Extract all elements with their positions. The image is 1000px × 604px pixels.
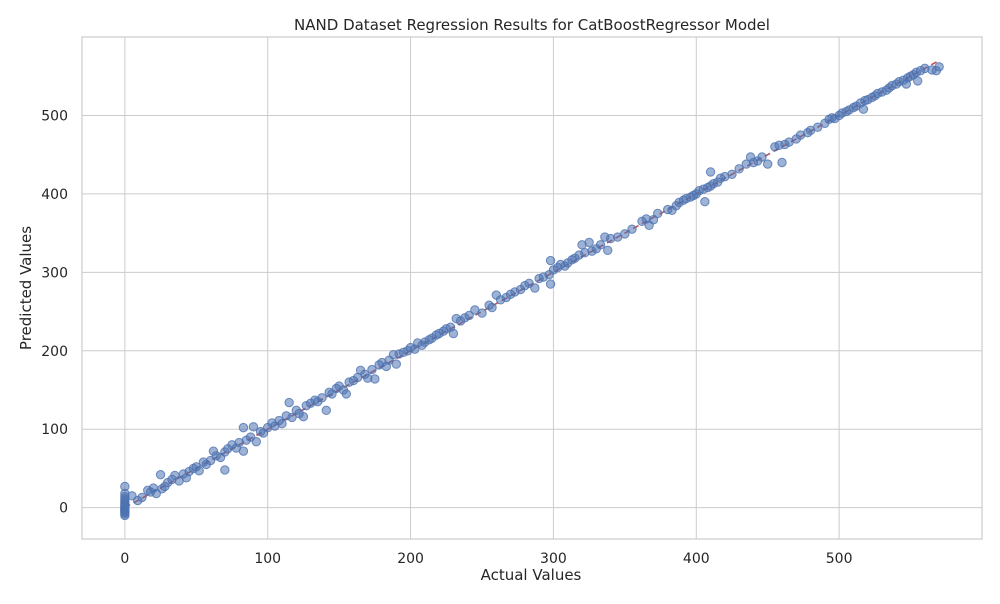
y-tick-labels: 0 100 200 300 400 500 bbox=[41, 108, 68, 516]
points-layer bbox=[120, 62, 944, 521]
data-point bbox=[277, 418, 287, 429]
data-point bbox=[620, 229, 630, 239]
y-tick-label: 500 bbox=[41, 108, 68, 124]
y-tick-label: 200 bbox=[41, 344, 68, 360]
grid bbox=[82, 37, 982, 539]
data-point bbox=[705, 167, 716, 177]
data-point bbox=[194, 466, 204, 476]
data-point bbox=[727, 169, 737, 179]
data-point bbox=[545, 255, 556, 266]
x-tick-label: 200 bbox=[397, 551, 424, 567]
data-point bbox=[287, 412, 297, 423]
data-point bbox=[317, 393, 327, 403]
x-tick-label: 500 bbox=[826, 551, 853, 567]
data-point bbox=[298, 411, 309, 422]
data-point bbox=[367, 364, 377, 375]
data-point bbox=[700, 197, 710, 207]
data-point bbox=[603, 245, 613, 256]
data-point bbox=[464, 310, 474, 321]
data-point bbox=[248, 422, 259, 432]
data-point bbox=[448, 328, 459, 339]
y-tick-label: 300 bbox=[41, 265, 68, 281]
data-point bbox=[813, 122, 823, 132]
data-point bbox=[391, 359, 401, 369]
data-point bbox=[341, 389, 351, 399]
data-point bbox=[757, 152, 767, 162]
data-point bbox=[238, 422, 249, 433]
x-axis-title: Actual Values bbox=[481, 566, 582, 584]
data-point bbox=[858, 104, 869, 114]
data-point bbox=[477, 308, 487, 318]
data-point bbox=[734, 164, 744, 174]
x-tick-label: 400 bbox=[683, 551, 710, 567]
x-tick-label: 0 bbox=[120, 551, 129, 567]
data-point bbox=[648, 215, 659, 225]
data-point bbox=[530, 283, 540, 293]
data-point bbox=[120, 481, 130, 492]
data-point bbox=[137, 492, 147, 503]
x-tick-labels: 0 100 200 300 400 500 bbox=[120, 551, 852, 567]
plot-frame bbox=[81, 36, 983, 540]
data-point bbox=[238, 446, 249, 456]
data-point bbox=[220, 465, 230, 475]
data-point bbox=[653, 208, 663, 219]
data-point bbox=[595, 240, 606, 250]
data-point bbox=[487, 302, 497, 313]
data-point bbox=[777, 157, 787, 168]
data-point bbox=[934, 62, 944, 72]
data-point bbox=[370, 374, 380, 384]
data-point bbox=[545, 279, 556, 289]
y-tick-label: 100 bbox=[41, 422, 68, 438]
data-point bbox=[155, 469, 166, 480]
data-point bbox=[284, 397, 294, 408]
data-point bbox=[627, 224, 637, 234]
data-point bbox=[321, 405, 331, 416]
data-point bbox=[763, 159, 773, 169]
data-point bbox=[584, 237, 594, 248]
x-tick-label: 300 bbox=[540, 551, 567, 567]
chart-title: NAND Dataset Regression Results for CatB… bbox=[294, 16, 770, 34]
data-point bbox=[913, 76, 923, 86]
data-point bbox=[251, 437, 261, 447]
y-tick-label: 0 bbox=[59, 501, 68, 517]
x-tick-label: 100 bbox=[254, 551, 281, 567]
y-tick-label: 400 bbox=[41, 187, 68, 203]
y-axis-title: Predicted Values bbox=[17, 226, 35, 350]
